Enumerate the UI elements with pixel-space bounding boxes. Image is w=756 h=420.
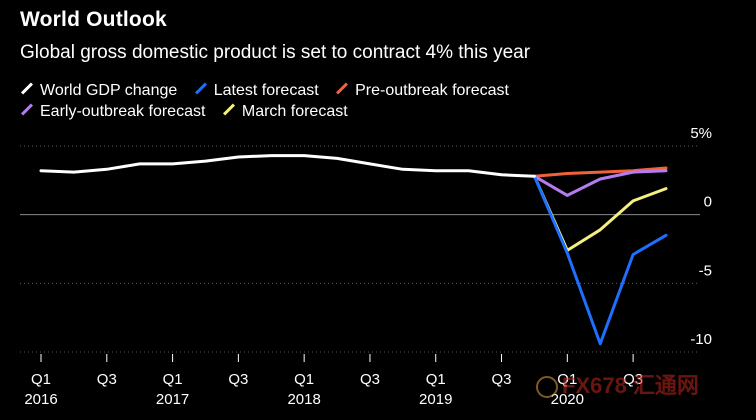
legend-item-march-forecast: March forecast: [222, 101, 348, 122]
x-tick-label: Q1: [31, 371, 51, 388]
chart-title: World Outlook: [20, 8, 167, 31]
legend-label-latest-forecast: Latest forecast: [213, 82, 319, 99]
chart-subtitle: Global gross domestic product is set to …: [20, 42, 531, 63]
x-tick-label: Q1: [557, 371, 577, 388]
legend-label-pre-outbreak-forecast: Pre-outbreak forecast: [355, 82, 509, 99]
x-tick-label: Q3: [97, 371, 117, 388]
x-tick-label: Q1: [426, 371, 446, 388]
y-tick-label: 0: [704, 194, 712, 211]
watermark-text: FX678 汇通网: [562, 373, 699, 398]
legend-item-pre-outbreak-forecast: Pre-outbreak forecast: [335, 80, 509, 101]
y-tick-label: -5: [699, 262, 712, 279]
legend-item-latest-forecast: Latest forecast: [194, 80, 319, 101]
y-tick-label: 5%: [690, 125, 712, 142]
chart-legend: World GDP change Latest forecast Pre-out…: [20, 80, 580, 122]
x-tick-label: Q1: [163, 371, 183, 388]
legend-row: World GDP change Latest forecast Pre-out…: [20, 80, 580, 101]
x-tick-label: Q3: [360, 371, 380, 388]
y-tick-label: -10: [690, 331, 712, 348]
x-tick-year-label: 2018: [287, 391, 320, 408]
legend-item-world-gdp: World GDP change: [20, 80, 177, 101]
series-line-latest-forecast: [532, 174, 668, 346]
x-tick-label: Q3: [623, 371, 643, 388]
watermark: FX678 汇通网: [536, 368, 699, 400]
watermark-logo-icon: [536, 376, 558, 399]
x-tick-label: Q3: [492, 371, 512, 388]
legend-item-early-outbreak-forecast: Early-outbreak forecast: [20, 101, 205, 122]
series-line-world-gdp-change: [39, 154, 536, 178]
x-tick-year-label: 2019: [419, 391, 452, 408]
x-tick-year-label: 2017: [156, 391, 189, 408]
legend-label-early-outbreak-forecast: Early-outbreak forecast: [40, 103, 206, 120]
x-tick-year-label: 2020: [551, 391, 584, 408]
x-tick-label: Q3: [228, 371, 248, 388]
x-tick-label: Q1: [294, 371, 314, 388]
x-tick-year-label: 2016: [24, 391, 57, 408]
legend-label-march-forecast: March forecast: [241, 103, 348, 120]
legend-label-world-gdp: World GDP change: [40, 82, 178, 99]
legend-row: Early-outbreak forecast March forecast: [20, 101, 580, 122]
